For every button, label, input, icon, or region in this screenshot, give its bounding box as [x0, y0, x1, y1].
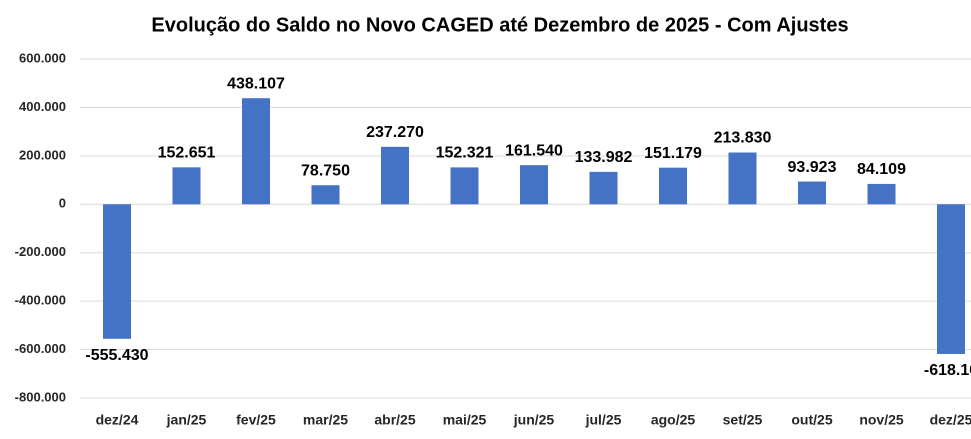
- data-label: 151.179: [644, 145, 702, 162]
- x-tick-label: abr/25: [374, 412, 415, 428]
- data-label: 133.982: [575, 149, 633, 166]
- x-tick-label: ago/25: [651, 412, 696, 428]
- bar: [242, 98, 270, 205]
- bar: [520, 165, 548, 205]
- x-tick-label: mar/25: [303, 412, 348, 428]
- data-label: 78.750: [301, 162, 350, 179]
- x-tick-label: dez/24: [96, 412, 139, 428]
- x-tick-label: jun/25: [513, 412, 555, 428]
- bar: [937, 204, 965, 354]
- y-tick-label: -600.000: [15, 341, 66, 356]
- x-tick-label: jul/25: [585, 412, 622, 428]
- bar: [798, 181, 826, 205]
- bar: [728, 152, 757, 205]
- data-label: 161.540: [505, 142, 563, 159]
- bar: [172, 167, 201, 205]
- y-tick-label: -800.000: [15, 389, 66, 404]
- data-label: 84.109: [857, 161, 906, 178]
- data-label: 438.107: [227, 75, 285, 92]
- bar: [589, 171, 618, 205]
- bar: [450, 167, 479, 205]
- bar: [381, 146, 409, 205]
- bar: [103, 204, 131, 339]
- x-tick-label: nov/25: [859, 412, 904, 428]
- x-tick-label: fev/25: [236, 412, 276, 428]
- bar: [659, 167, 687, 205]
- x-tick-label: set/25: [723, 412, 763, 428]
- chart-title: Evolução do Saldo no Novo CAGED até Deze…: [151, 14, 848, 36]
- y-tick-label: 400.000: [19, 99, 66, 114]
- y-tick-label: -400.000: [15, 293, 66, 308]
- data-label: 237.270: [366, 124, 424, 141]
- x-tick-label: dez/25: [930, 412, 971, 428]
- data-label: 152.651: [158, 145, 216, 162]
- data-label: -555.430: [85, 347, 148, 364]
- data-label: 93.923: [788, 159, 837, 176]
- y-tick-label: 200.000: [19, 147, 66, 162]
- y-tick-label: 600.000: [19, 50, 66, 65]
- x-tick-label: mai/25: [443, 412, 487, 428]
- bar: [311, 185, 340, 205]
- x-tick-label: out/25: [791, 412, 832, 428]
- data-label: -618.16: [924, 362, 971, 379]
- bar: [867, 183, 896, 205]
- data-label: 152.321: [436, 145, 494, 162]
- y-tick-label: 0: [59, 196, 66, 211]
- data-label: 213.830: [714, 130, 772, 147]
- y-tick-label: -200.000: [15, 244, 66, 259]
- x-tick-label: jan/25: [166, 412, 207, 428]
